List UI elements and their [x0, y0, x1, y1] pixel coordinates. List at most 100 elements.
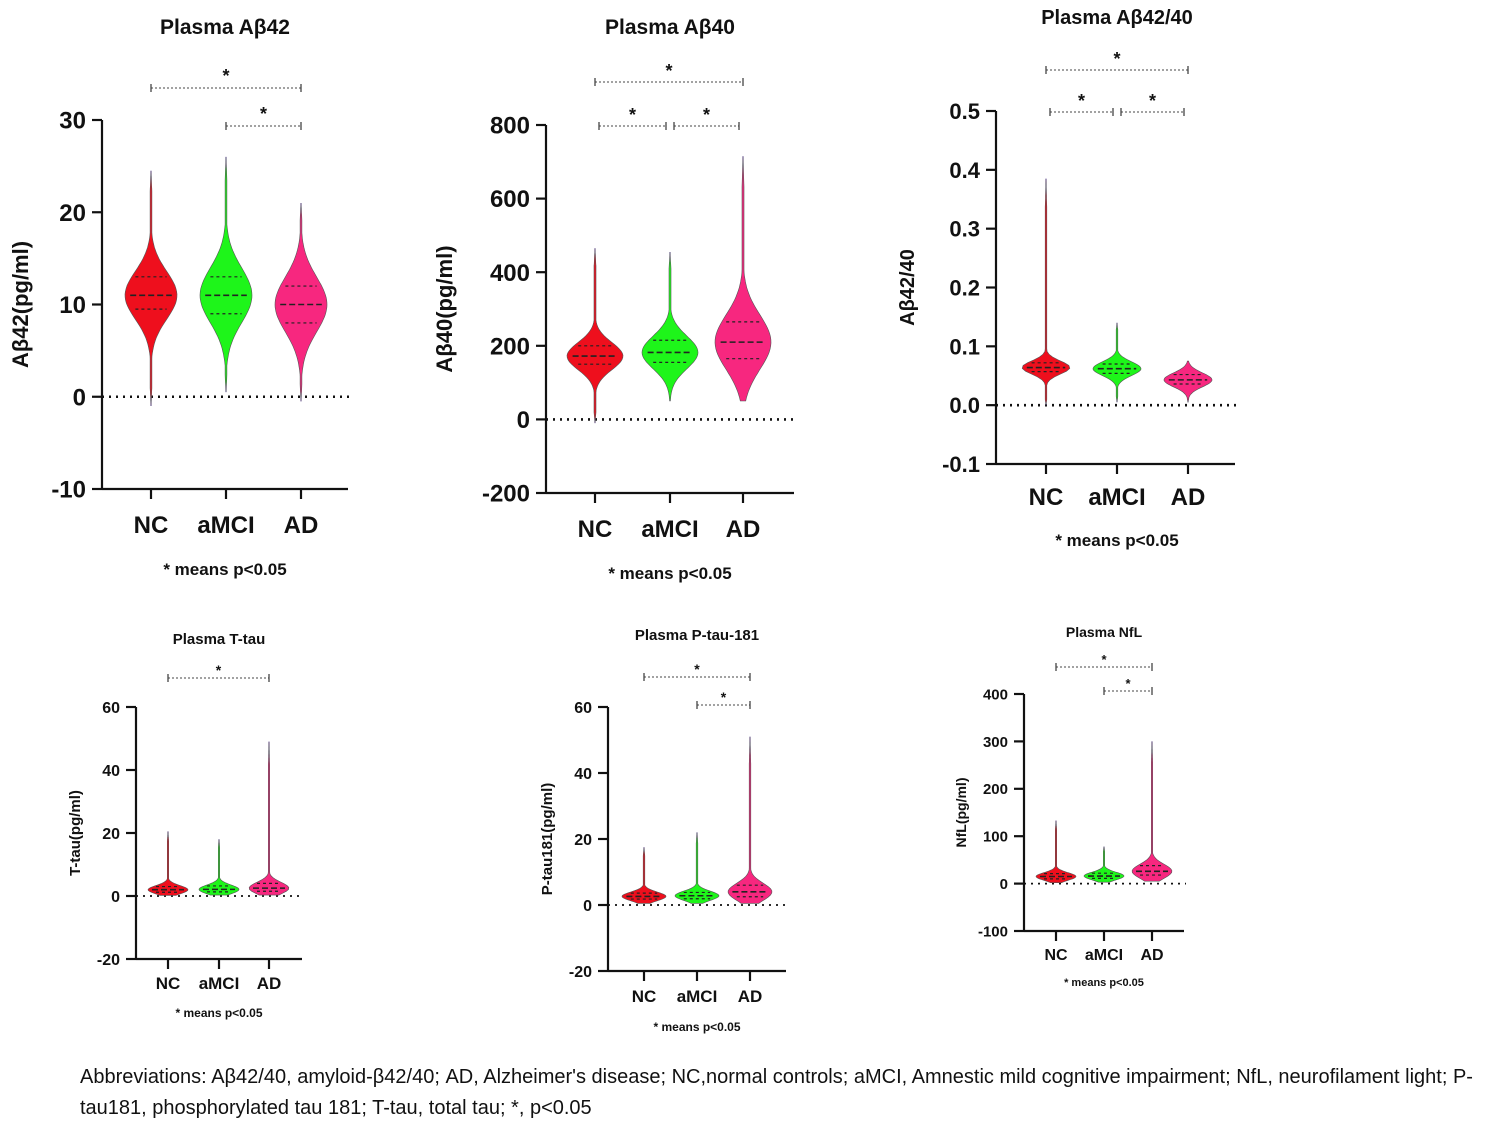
significance-bracket: * [1103, 676, 1153, 695]
violin-nc [621, 847, 667, 904]
chart-title: Plasma Aβ42/40 [1041, 7, 1193, 29]
y-tick-label: 0 [517, 407, 530, 434]
y-tick-label: 0.0 [949, 393, 980, 418]
y-tick-label: -20 [569, 964, 592, 981]
y-tick-label: 0 [111, 889, 120, 906]
x-category-label-nc: NC [134, 512, 169, 539]
significance-star: * [1125, 676, 1131, 691]
x-category-label-amci: aMCI [641, 516, 698, 543]
chart-panel-1: Plasma Aβ42 Aβ42(pg/ml) -10 0 10 20 30 NC aMCI AD… [8, 16, 352, 579]
y-tick-label: 40 [102, 763, 120, 780]
y-tick-label: 0 [1000, 876, 1008, 893]
significance-note: * means p<0.05 [163, 560, 286, 579]
x-category-label-ad: AD [1171, 484, 1206, 511]
significance-bracket: * [225, 104, 302, 130]
violin-amci [1092, 322, 1142, 403]
x-category-label-nc: NC [1044, 947, 1068, 964]
y-tick-label: 300 [983, 734, 1008, 751]
y-tick-label: 400 [983, 686, 1008, 703]
y-tick-label: 60 [102, 700, 120, 717]
significance-star: * [721, 689, 727, 705]
y-tick-label: 800 [490, 113, 530, 140]
significance-bracket: * [1055, 652, 1153, 671]
y-tick-label: -200 [482, 481, 530, 508]
x-category-label-ad: AD [726, 516, 761, 543]
y-tick-label: 0.4 [949, 158, 980, 183]
y-tick-label: 200 [983, 781, 1008, 798]
significance-star: * [1149, 91, 1156, 111]
y-tick-label: -0.1 [942, 452, 980, 477]
violin-ad [1131, 741, 1173, 882]
y-axis-label: NfL(pg/ml) [953, 778, 969, 848]
significance-star: * [260, 104, 267, 124]
x-category-label-ad: AD [738, 987, 763, 1006]
y-tick-label: 40 [574, 766, 592, 783]
significance-star: * [629, 105, 636, 125]
violin-nc [124, 170, 178, 407]
y-tick-label: 0 [73, 384, 86, 411]
y-tick-label: 20 [574, 832, 592, 849]
y-tick-label: 600 [490, 186, 530, 213]
significance-star: * [1101, 652, 1107, 667]
y-tick-label: 60 [574, 700, 592, 717]
y-tick-label: 0 [583, 898, 592, 915]
significance-star: * [1078, 91, 1085, 111]
x-category-label-amci: aMCI [199, 974, 240, 993]
x-category-label-nc: NC [156, 974, 181, 993]
y-axis-label: Aβ42/40 [897, 249, 919, 326]
significance-bracket: * [150, 66, 302, 92]
chart-panel-5: Plasma P-tau-181 P-tau181(pg/ml) -20 0 20 40 6… [539, 627, 788, 1034]
x-category-label-ad: AD [1140, 947, 1163, 964]
y-tick-label: 0.3 [949, 217, 980, 242]
violin-ad [1163, 360, 1213, 403]
significance-note: * means p<0.05 [653, 1020, 740, 1034]
significance-note: * means p<0.05 [1064, 977, 1144, 989]
violin-ad [727, 736, 773, 904]
significance-bracket: * [598, 105, 667, 130]
chart-panel-6: Plasma NfL NfL(pg/ml) -100 0 100 200 300 400 NC a… [953, 624, 1186, 989]
significance-star: * [222, 66, 229, 86]
violin-amci [674, 832, 720, 904]
y-axis-label: Aβ42(pg/ml) [8, 241, 33, 368]
y-tick-label: 30 [59, 108, 86, 135]
x-category-label-ad: AD [257, 974, 282, 993]
y-tick-label: 0.1 [949, 334, 980, 359]
significance-bracket: * [1045, 49, 1189, 74]
x-category-label-amci: aMCI [1088, 484, 1145, 511]
y-tick-label: -100 [978, 923, 1008, 940]
significance-star: * [1113, 49, 1120, 69]
significance-bracket: * [167, 662, 270, 682]
violin-amci [641, 251, 699, 402]
significance-note: * means p<0.05 [608, 564, 731, 583]
y-tick-label: 400 [490, 260, 530, 287]
significance-bracket: * [643, 661, 751, 681]
x-category-label-nc: NC [632, 987, 657, 1006]
chart-panel-4: Plasma T-tau T-tau(pg/ml) -20 0 20 40 60 NC aMCI… [67, 631, 304, 1020]
significance-star: * [694, 661, 700, 677]
chart-title: Plasma NfL [1066, 624, 1143, 640]
chart-title: Plasma Aβ42 [160, 16, 290, 39]
violin-ad [248, 741, 290, 896]
chart-panel-3: Plasma Aβ42/40 Aβ42/40 -0.1 0.0 0.1 0.2 0.3 0.4… [897, 7, 1237, 550]
violin-nc [1035, 820, 1077, 883]
violin-ad [714, 156, 772, 402]
x-category-label-amci: aMCI [1085, 947, 1123, 964]
significance-bracket: * [1049, 91, 1114, 116]
significance-star: * [216, 662, 222, 678]
chart-title: Plasma P-tau-181 [635, 627, 759, 644]
violin-amci [198, 839, 240, 896]
significance-bracket: * [696, 689, 751, 709]
x-category-label-nc: NC [578, 516, 613, 543]
violin-nc [566, 248, 624, 424]
y-axis-label: P-tau181(pg/ml) [539, 783, 556, 896]
significance-bracket: * [1120, 91, 1185, 116]
y-axis-label: Aβ40(pg/ml) [432, 245, 457, 372]
significance-note: * means p<0.05 [175, 1006, 262, 1020]
y-tick-label: 0.2 [949, 275, 980, 300]
significance-bracket: * [594, 61, 744, 86]
y-tick-label: 0.5 [949, 99, 980, 124]
y-tick-label: 20 [102, 826, 120, 843]
x-category-label-amci: aMCI [677, 987, 718, 1006]
y-tick-label: 10 [59, 292, 86, 319]
violin-amci [199, 156, 253, 393]
